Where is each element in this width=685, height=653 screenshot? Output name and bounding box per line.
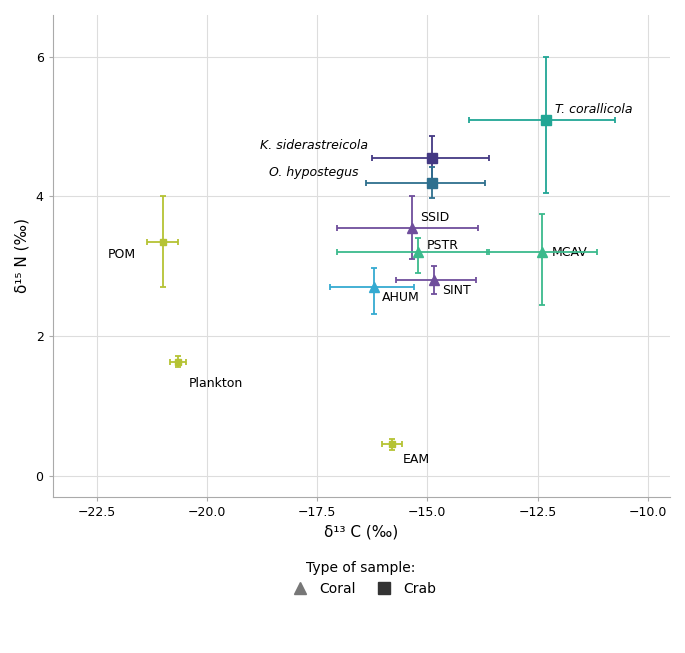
Text: K. siderastreicola: K. siderastreicola <box>260 140 368 153</box>
Text: MCAV: MCAV <box>551 246 587 259</box>
Text: SSID: SSID <box>420 212 449 225</box>
Text: O. hypostegus: O. hypostegus <box>269 166 358 179</box>
Text: PSTR: PSTR <box>427 239 458 252</box>
Text: T. corallicola: T. corallicola <box>555 103 633 116</box>
Legend: Coral, Crab: Coral, Crab <box>286 562 436 596</box>
X-axis label: δ¹³ C (‰): δ¹³ C (‰) <box>324 524 398 539</box>
Text: AHUM: AHUM <box>382 291 420 304</box>
Text: POM: POM <box>108 248 136 261</box>
Text: SINT: SINT <box>442 283 471 296</box>
Text: Plankton: Plankton <box>189 377 243 390</box>
Text: EAM: EAM <box>403 453 430 466</box>
Y-axis label: δ¹⁵ N (‰): δ¹⁵ N (‰) <box>15 218 30 293</box>
